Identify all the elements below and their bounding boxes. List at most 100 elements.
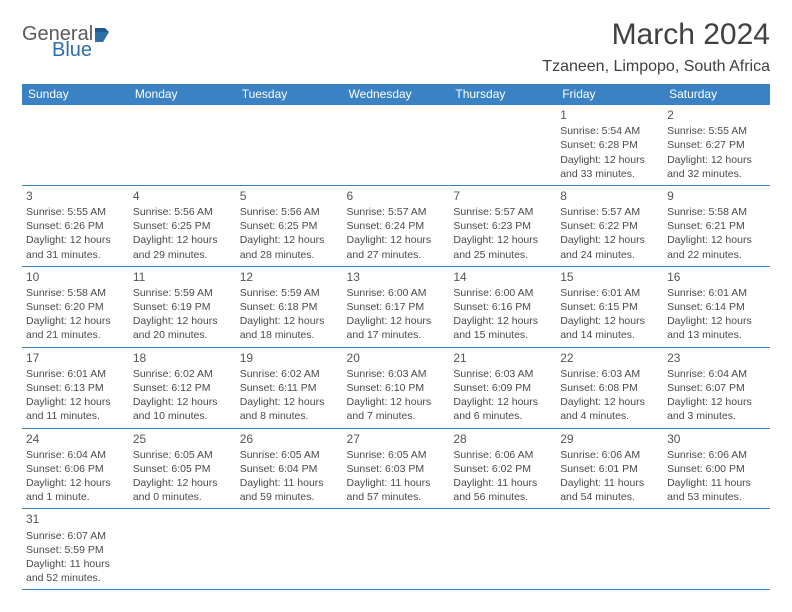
daylight-text: Daylight: 12 hours and 17 minutes. [347, 314, 446, 342]
daylight-text: Daylight: 11 hours and 53 minutes. [667, 476, 766, 504]
sunset-text: Sunset: 6:14 PM [667, 300, 766, 314]
sunset-text: Sunset: 6:25 PM [133, 219, 232, 233]
calendar-cell: 3Sunrise: 5:55 AMSunset: 6:26 PMDaylight… [22, 185, 129, 266]
calendar-cell: 18Sunrise: 6:02 AMSunset: 6:12 PMDayligh… [129, 347, 236, 428]
sunset-text: Sunset: 6:21 PM [667, 219, 766, 233]
daylight-text: Daylight: 12 hours and 29 minutes. [133, 233, 232, 261]
calendar-cell-empty [22, 105, 129, 186]
calendar-cell: 24Sunrise: 6:04 AMSunset: 6:06 PMDayligh… [22, 428, 129, 509]
day-number: 10 [26, 269, 125, 285]
sunrise-text: Sunrise: 5:55 AM [667, 124, 766, 138]
sunrise-text: Sunrise: 6:01 AM [560, 286, 659, 300]
day-number: 17 [26, 350, 125, 366]
calendar-week-row: 31Sunrise: 6:07 AMSunset: 5:59 PMDayligh… [22, 509, 770, 590]
sunset-text: Sunset: 6:20 PM [26, 300, 125, 314]
sunset-text: Sunset: 6:24 PM [347, 219, 446, 233]
calendar-cell: 16Sunrise: 6:01 AMSunset: 6:14 PMDayligh… [663, 266, 770, 347]
calendar-cell: 22Sunrise: 6:03 AMSunset: 6:08 PMDayligh… [556, 347, 663, 428]
weekday-header: Tuesday [236, 84, 343, 105]
daylight-text: Daylight: 12 hours and 24 minutes. [560, 233, 659, 261]
daylight-text: Daylight: 12 hours and 28 minutes. [240, 233, 339, 261]
calendar-week-row: 10Sunrise: 5:58 AMSunset: 6:20 PM Dayligh… [22, 266, 770, 347]
daylight-text: Daylight: 12 hours and 1 minute. [26, 476, 125, 504]
calendar-week-row: 17Sunrise: 6:01 AMSunset: 6:13 PMDayligh… [22, 347, 770, 428]
sunset-text: Sunset: 6:10 PM [347, 381, 446, 395]
day-number: 1 [560, 107, 659, 123]
calendar-cell: 7Sunrise: 5:57 AMSunset: 6:23 PMDaylight… [449, 185, 556, 266]
calendar-cell: 13Sunrise: 6:00 AMSunset: 6:17 PMDayligh… [343, 266, 450, 347]
calendar-cell: 9Sunrise: 5:58 AMSunset: 6:21 PMDaylight… [663, 185, 770, 266]
calendar-cell: 19Sunrise: 6:02 AMSunset: 6:11 PMDayligh… [236, 347, 343, 428]
sunrise-text: Sunrise: 6:04 AM [26, 448, 125, 462]
sunrise-text: Sunrise: 5:57 AM [347, 205, 446, 219]
calendar-cell: 27Sunrise: 6:05 AMSunset: 6:03 PMDayligh… [343, 428, 450, 509]
sunset-text: Sunset: 6:19 PM [133, 300, 232, 314]
weekday-header: Monday [129, 84, 236, 105]
daylight-text: Daylight: 12 hours and 8 minutes. [240, 395, 339, 423]
sunrise-text: Sunrise: 6:07 AM [26, 529, 125, 543]
sunset-text: Sunset: 6:13 PM [26, 381, 125, 395]
day-number: 8 [560, 188, 659, 204]
daylight-text: Daylight: 12 hours and 25 minutes. [453, 233, 552, 261]
weekday-header-row: SundayMondayTuesdayWednesdayThursdayFrid… [22, 84, 770, 105]
day-number: 18 [133, 350, 232, 366]
sunrise-text: Sunrise: 6:01 AM [667, 286, 766, 300]
title-block: March 2024 Tzaneen, Limpopo, South Afric… [542, 18, 770, 76]
day-number: 4 [133, 188, 232, 204]
day-number: 19 [240, 350, 339, 366]
day-number: 13 [347, 269, 446, 285]
weekday-header: Friday [556, 84, 663, 105]
day-number: 3 [26, 188, 125, 204]
sunset-text: Sunset: 6:05 PM [133, 462, 232, 476]
calendar-cell: 12Sunrise: 5:59 AMSunset: 6:18 PMDayligh… [236, 266, 343, 347]
sunrise-text: Sunrise: 6:03 AM [347, 367, 446, 381]
sunrise-text: Sunrise: 6:04 AM [667, 367, 766, 381]
sunset-text: Sunset: 6:26 PM [26, 219, 125, 233]
calendar-cell: 28Sunrise: 6:06 AMSunset: 6:02 PMDayligh… [449, 428, 556, 509]
calendar-cell: 26Sunrise: 6:05 AMSunset: 6:04 PMDayligh… [236, 428, 343, 509]
daylight-text: Daylight: 11 hours and 59 minutes. [240, 476, 339, 504]
calendar-week-row: 24Sunrise: 6:04 AMSunset: 6:06 PMDayligh… [22, 428, 770, 509]
daylight-text: Daylight: 12 hours and 15 minutes. [453, 314, 552, 342]
sunrise-text: Sunrise: 6:01 AM [26, 367, 125, 381]
sunset-text: Sunset: 6:03 PM [347, 462, 446, 476]
calendar-cell-empty [343, 509, 450, 590]
sunrise-text: Sunrise: 5:59 AM [240, 286, 339, 300]
sunrise-text: Sunrise: 5:58 AM [26, 286, 125, 300]
sunset-text: Sunset: 6:22 PM [560, 219, 659, 233]
calendar-cell-empty [449, 105, 556, 186]
sunrise-text: Sunrise: 6:03 AM [453, 367, 552, 381]
calendar-cell: 6Sunrise: 5:57 AMSunset: 6:24 PMDaylight… [343, 185, 450, 266]
calendar-cell: 8Sunrise: 5:57 AMSunset: 6:22 PMDaylight… [556, 185, 663, 266]
sunset-text: Sunset: 6:15 PM [560, 300, 659, 314]
day-number: 6 [347, 188, 446, 204]
daylight-text: Daylight: 12 hours and 33 minutes. [560, 153, 659, 181]
calendar-cell-empty [663, 509, 770, 590]
location-subtitle: Tzaneen, Limpopo, South Africa [542, 58, 770, 76]
daylight-text: Daylight: 12 hours and 11 minutes. [26, 395, 125, 423]
daylight-text: Daylight: 12 hours and 13 minutes. [667, 314, 766, 342]
daylight-text: Daylight: 12 hours and 7 minutes. [347, 395, 446, 423]
weekday-header: Wednesday [343, 84, 450, 105]
daylight-text: Daylight: 12 hours and 18 minutes. [240, 314, 339, 342]
daylight-text: Daylight: 11 hours and 52 minutes. [26, 557, 125, 585]
daylight-text: Daylight: 12 hours and 3 minutes. [667, 395, 766, 423]
sunrise-text: Sunrise: 5:58 AM [667, 205, 766, 219]
day-number: 28 [453, 431, 552, 447]
calendar-cell: 1Sunrise: 5:54 AMSunset: 6:28 PMDaylight… [556, 105, 663, 186]
sunrise-text: Sunrise: 6:06 AM [560, 448, 659, 462]
daylight-text: Daylight: 12 hours and 27 minutes. [347, 233, 446, 261]
weekday-header: Saturday [663, 84, 770, 105]
sunrise-text: Sunrise: 5:57 AM [453, 205, 552, 219]
day-number: 12 [240, 269, 339, 285]
sunset-text: Sunset: 6:07 PM [667, 381, 766, 395]
daylight-text: Daylight: 12 hours and 22 minutes. [667, 233, 766, 261]
sunrise-text: Sunrise: 6:00 AM [347, 286, 446, 300]
sunset-text: Sunset: 6:25 PM [240, 219, 339, 233]
day-number: 24 [26, 431, 125, 447]
weekday-header: Thursday [449, 84, 556, 105]
sunrise-text: Sunrise: 6:05 AM [240, 448, 339, 462]
day-number: 26 [240, 431, 339, 447]
calendar-cell: 29Sunrise: 6:06 AMSunset: 6:01 PMDayligh… [556, 428, 663, 509]
daylight-text: Daylight: 12 hours and 10 minutes. [133, 395, 232, 423]
